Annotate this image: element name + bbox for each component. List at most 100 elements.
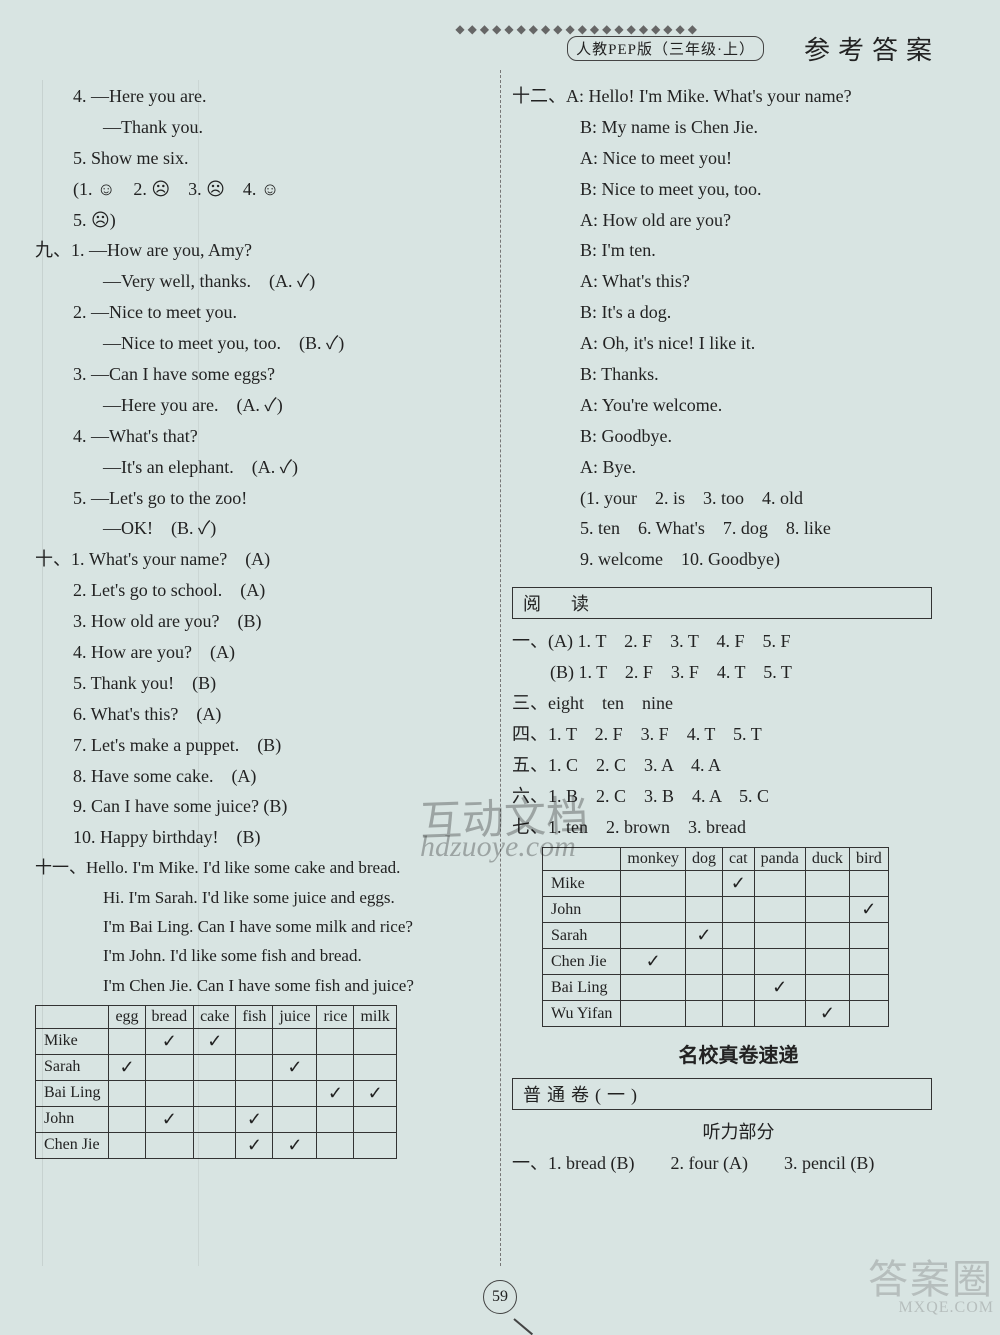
table-cell: ✓	[849, 897, 888, 923]
left-column: 4. —Here you are. —Thank you. 5. Show me…	[35, 30, 500, 1296]
text: I'm Chen Jie. Can I have some fish and j…	[35, 973, 488, 999]
table-row: Chen Jie✓	[543, 949, 889, 975]
row-name: Mike	[36, 1028, 109, 1054]
table-cell	[621, 975, 686, 1001]
text: A: How old are you?	[512, 207, 965, 235]
text: 10. Happy birthday! (B)	[35, 824, 488, 852]
label: 十二、	[512, 86, 566, 106]
table-row: Mike ✓	[543, 871, 889, 897]
table-cell	[685, 949, 722, 975]
table-cell	[354, 1054, 396, 1080]
table-cell	[805, 871, 849, 897]
text: B: It's a dog.	[512, 299, 965, 327]
table-cell	[273, 1106, 317, 1132]
table-row: Sarah ✓	[543, 923, 889, 949]
row-name: Sarah	[36, 1054, 109, 1080]
table-header: rice	[317, 1005, 354, 1028]
scan-line	[198, 80, 199, 1266]
row-name: Wu Yifan	[543, 1001, 621, 1027]
table-row: Sarah✓✓	[36, 1054, 397, 1080]
row-name: John	[36, 1106, 109, 1132]
table-cell: ✓	[354, 1080, 396, 1106]
table-cell	[621, 1001, 686, 1027]
table-cell	[236, 1028, 273, 1054]
row-name: John	[543, 897, 621, 923]
table-cell	[685, 871, 722, 897]
table-animals: monkeydogcatpandaduckbirdMike✓John✓Sarah…	[542, 847, 889, 1027]
table-cell	[354, 1106, 396, 1132]
text: 五、1. C 2. C 3. A 4. A	[512, 752, 965, 780]
text: 8. Have some cake. (A)	[35, 763, 488, 791]
table-cell	[621, 897, 686, 923]
table-cell	[754, 923, 805, 949]
table-cell	[194, 1054, 236, 1080]
corner-text: 答案圈	[868, 1257, 994, 1302]
table-cell: ✓	[109, 1054, 145, 1080]
table-cell: ✓	[685, 923, 722, 949]
text: A: What's this?	[512, 268, 965, 296]
row-name: Chen Jie	[36, 1132, 109, 1158]
table-header: duck	[805, 848, 849, 871]
text: Hello. I'm Mike. I'd like some cake and …	[86, 858, 400, 877]
text: A: Oh, it's nice! I like it.	[512, 330, 965, 358]
table-cell	[722, 923, 754, 949]
table-cell	[354, 1132, 396, 1158]
label: 九、	[35, 240, 71, 260]
table-cell: ✓	[621, 949, 686, 975]
text: 4. How are you? (A)	[35, 639, 488, 667]
text: —Nice to meet you, too. (B. ✓)	[35, 330, 488, 358]
text: 9. welcome 10. Goodbye)	[512, 546, 965, 574]
table-header	[543, 848, 621, 871]
table-header: dog	[685, 848, 722, 871]
table-cell	[145, 1054, 194, 1080]
text: —Very well, thanks. (A. ✓)	[35, 268, 488, 296]
table-cell	[849, 1001, 888, 1027]
table-cell: ✓	[236, 1106, 273, 1132]
text: 3. —Can I have some eggs?	[35, 361, 488, 389]
table-cell	[317, 1106, 354, 1132]
table-cell	[754, 1001, 805, 1027]
row-name: Mike	[543, 871, 621, 897]
table-cell	[194, 1132, 236, 1158]
table-cell	[273, 1028, 317, 1054]
table-cell: ✓	[317, 1080, 354, 1106]
table-header: milk	[354, 1005, 396, 1028]
page: ◆◆◆◆◆◆◆◆◆◆◆◆◆◆◆◆◆◆◆◆ 人教PEP版（三年级·上） 参考答案 …	[0, 0, 1000, 1326]
text: 4. —Here you are.	[35, 83, 488, 111]
section-header: 名校真卷速递	[512, 1039, 965, 1068]
column-divider	[500, 70, 501, 1266]
text: 一、1. bread (B) 2. four (A) 3. pencil (B)	[512, 1150, 965, 1178]
table-cell: ✓	[722, 871, 754, 897]
text: B: Thanks.	[512, 361, 965, 389]
text: 一、(A) 1. T 2. F 3. T 4. F 5. F	[512, 628, 965, 656]
page-number: 59	[483, 1280, 517, 1314]
table-header: cat	[722, 848, 754, 871]
table-cell	[685, 897, 722, 923]
table-row: John ✓ ✓	[36, 1106, 397, 1132]
table-cell	[685, 1001, 722, 1027]
row-name: Bai Ling	[36, 1080, 109, 1106]
table-header: bird	[849, 848, 888, 871]
table-cell: ✓	[145, 1106, 194, 1132]
table-row: Chen Jie✓✓	[36, 1132, 397, 1158]
table-cell: ✓	[273, 1132, 317, 1158]
text: 3. How old are you? (B)	[35, 608, 488, 636]
reading-box: 阅 读	[512, 587, 932, 619]
row-name: Sarah	[543, 923, 621, 949]
text: 4. —What's that?	[35, 423, 488, 451]
table-cell	[849, 871, 888, 897]
table-cell: ✓	[805, 1001, 849, 1027]
table-cell	[805, 949, 849, 975]
table-row: Bai Ling ✓✓	[36, 1080, 397, 1106]
text: B: Goodbye.	[512, 423, 965, 451]
text: B: I'm ten.	[512, 237, 965, 265]
section-11: 十一、Hello. I'm Mike. I'd like some cake a…	[35, 855, 488, 881]
table-cell	[722, 975, 754, 1001]
table-cell	[805, 923, 849, 949]
text: 四、1. T 2. F 3. F 4. T 5. T	[512, 721, 965, 749]
table-cell	[754, 949, 805, 975]
text: (1. your 2. is 3. too 4. old	[512, 485, 965, 513]
table-cell	[236, 1054, 273, 1080]
text: 5. Show me six.	[35, 145, 488, 173]
table-cell	[805, 897, 849, 923]
